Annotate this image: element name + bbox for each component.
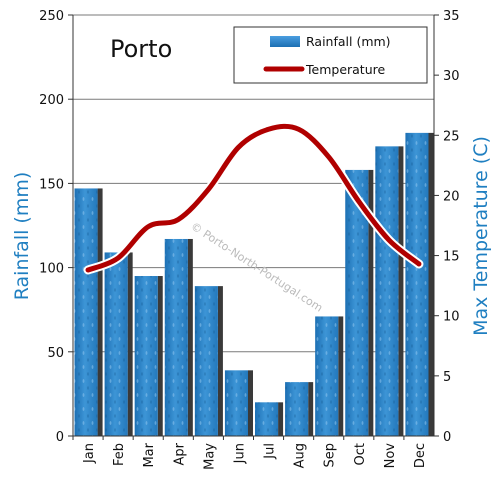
x-tick-label-jan: Jan xyxy=(82,443,97,464)
bar-texture-may xyxy=(194,286,218,436)
y-right-tick-label-25: 25 xyxy=(443,129,460,144)
bar-shadow-nov xyxy=(398,146,404,437)
bar-shadow-apr xyxy=(187,238,193,436)
y-left-tick-label-200: 200 xyxy=(39,93,64,108)
bar-shadow-jun xyxy=(248,370,253,436)
y-left-tick-label-0: 0 xyxy=(56,430,64,445)
y-right-tick-label-10: 10 xyxy=(443,310,460,325)
legend: Rainfall (mm) Temperature xyxy=(233,26,428,84)
temperature-line xyxy=(83,121,424,275)
y-right-tick-label-30: 30 xyxy=(443,69,460,84)
x-tick-label-apr: Apr xyxy=(172,442,187,465)
x-tick-label-feb: Feb xyxy=(112,443,127,466)
bar-shadow-oct xyxy=(368,169,374,437)
x-tick-label-nov: Nov xyxy=(383,443,398,469)
bar-texture-apr xyxy=(164,238,188,436)
bar-shadow-aug xyxy=(308,382,314,436)
legend-temperature-label: Temperature xyxy=(305,62,385,77)
bar-texture-feb xyxy=(104,252,128,436)
bar-shadow-jan xyxy=(97,188,103,436)
y-right-tick-label-0: 0 xyxy=(443,430,451,445)
legend-rainfall-label: Rainfall (mm) xyxy=(306,34,391,49)
y-left-tick-label-100: 100 xyxy=(39,262,64,277)
y-right-tick-label-35: 35 xyxy=(443,9,460,24)
rainfall-bars xyxy=(74,132,434,437)
bar-shadow-dec xyxy=(428,132,434,436)
y-left-tick-label-50: 50 xyxy=(47,346,64,361)
x-tick-label-oct: Oct xyxy=(353,443,368,465)
bar-shadow-may xyxy=(217,286,223,436)
bar-shadow-feb xyxy=(127,252,133,436)
x-tick-label-aug: Aug xyxy=(293,443,308,468)
y-left-tick-label-250: 250 xyxy=(39,9,64,24)
bar-texture-oct xyxy=(345,169,369,437)
y-axis-left-title: Rainfall (mm) xyxy=(11,172,33,301)
bar-texture-aug xyxy=(285,382,309,436)
bar-texture-dec xyxy=(405,132,429,436)
legend-rainfall-swatch xyxy=(270,36,300,47)
x-tick-label-jun: Jun xyxy=(232,443,247,464)
y-right-tick-label-20: 20 xyxy=(443,189,460,204)
bar-shadow-jul xyxy=(278,402,284,436)
bar-texture-jan xyxy=(74,188,98,436)
x-tick-label-mar: Mar xyxy=(142,442,157,467)
y-left-tick-label-150: 150 xyxy=(39,177,64,192)
bar-shadow-sep xyxy=(338,316,344,436)
bar-texture-sep xyxy=(315,316,339,436)
y-axis-right-title: Max Temperature (C) xyxy=(470,136,492,336)
bar-texture-nov xyxy=(375,146,399,437)
x-tick-label-sep: Sep xyxy=(323,443,338,468)
x-tick-label-jul: Jul xyxy=(263,443,278,460)
axes: 0 50 100 150 200 250 0 5 10 15 20 25 30 35 Jan Feb Mar Ap… xyxy=(39,9,459,470)
legend-box xyxy=(233,26,428,84)
y-right-tick-label-5: 5 xyxy=(443,370,451,385)
bar-texture-mar xyxy=(134,276,158,436)
bar-texture-jun xyxy=(224,370,248,436)
x-tick-label-dec: Dec xyxy=(413,443,428,468)
temperature-line-path xyxy=(85,123,422,273)
x-tick-label-may: May xyxy=(202,443,217,470)
bar-texture-jul xyxy=(255,402,279,436)
chart-title: Porto xyxy=(110,35,172,63)
y-right-tick-label-15: 15 xyxy=(443,250,460,265)
bar-shadow-mar xyxy=(157,276,163,436)
